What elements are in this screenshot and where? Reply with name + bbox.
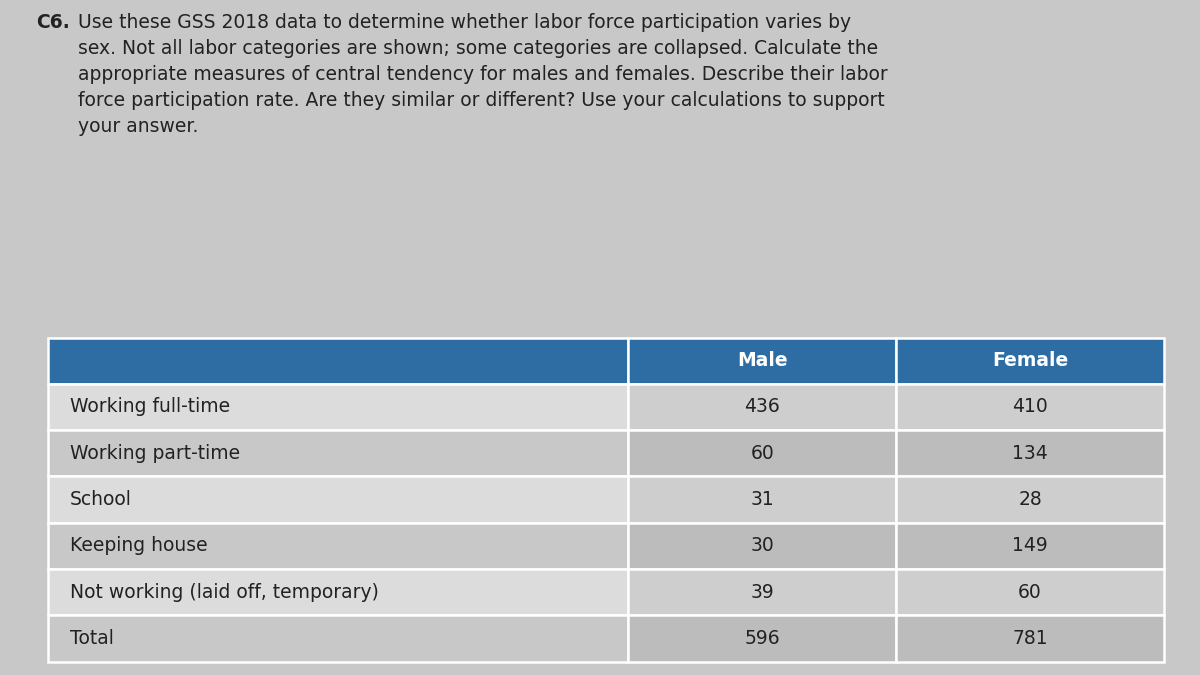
Text: Working part-time: Working part-time [70,443,240,463]
Text: 436: 436 [744,398,780,416]
Text: Female: Female [992,351,1068,370]
Text: 60: 60 [750,443,774,463]
Text: C6.: C6. [36,14,70,32]
Text: 781: 781 [1013,629,1048,648]
Text: School: School [70,490,132,509]
Text: 134: 134 [1013,443,1048,463]
Text: 39: 39 [750,583,774,601]
Text: Keeping house: Keeping house [70,536,208,556]
Text: 31: 31 [750,490,774,509]
Text: Male: Male [737,351,787,370]
Text: 149: 149 [1013,536,1048,556]
Text: Total: Total [70,629,114,648]
Text: Not working (laid off, temporary): Not working (laid off, temporary) [70,583,378,601]
Text: 410: 410 [1013,398,1048,416]
Text: 596: 596 [744,629,780,648]
Text: Working full-time: Working full-time [70,398,229,416]
Text: 30: 30 [750,536,774,556]
Text: 28: 28 [1019,490,1042,509]
Text: Use these GSS 2018 data to determine whether labor force participation varies by: Use these GSS 2018 data to determine whe… [78,14,888,136]
Text: 60: 60 [1019,583,1042,601]
